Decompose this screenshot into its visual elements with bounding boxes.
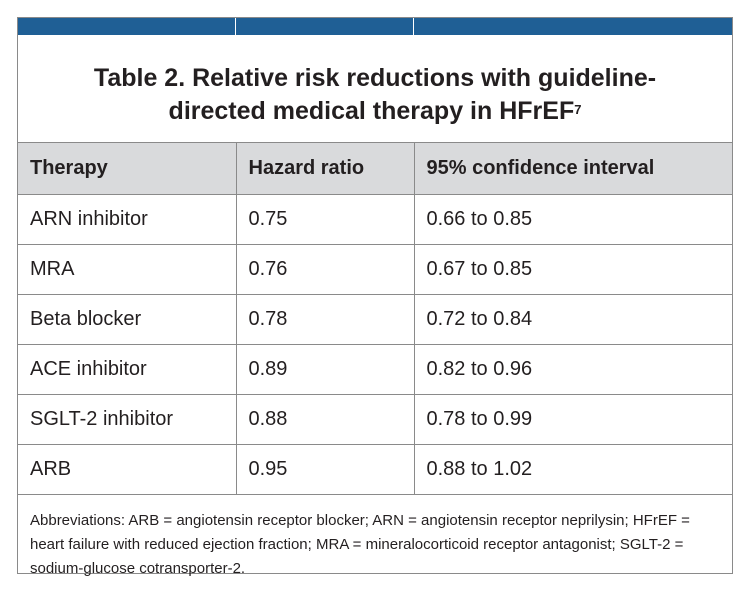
therapy-cell: Beta blocker: [18, 294, 237, 345]
hazard-ratio-cell: 0.76: [236, 244, 415, 295]
hazard-ratio-cell: 0.78: [236, 294, 415, 345]
confidence-interval-cell: 0.67 to 0.85: [414, 244, 732, 295]
accent-bar-segment: [18, 18, 236, 35]
column-header-hazard-ratio: Hazard ratio: [236, 143, 415, 195]
hazard-ratio-cell: 0.89: [236, 344, 415, 395]
therapy-cell: MRA: [18, 244, 237, 295]
table-row: Beta blocker 0.78 0.72 to 0.84: [18, 294, 732, 345]
accent-bar-segment: [236, 18, 414, 35]
therapy-cell: SGLT-2 inhibitor: [18, 394, 237, 445]
column-header-therapy: Therapy: [18, 143, 237, 195]
column-header-confidence-interval: 95% confidence interval: [414, 143, 732, 195]
table-row: SGLT-2 inhibitor 0.88 0.78 to 0.99: [18, 394, 732, 445]
table-row: ARB 0.95 0.88 to 1.02: [18, 444, 732, 495]
confidence-interval-cell: 0.66 to 0.85: [414, 194, 732, 245]
table-title: Table 2. Relative risk reductions with g…: [18, 35, 732, 143]
confidence-interval-cell: 0.82 to 0.96: [414, 344, 732, 395]
table-row: ARN inhibitor 0.75 0.66 to 0.85: [18, 194, 732, 245]
confidence-interval-cell: 0.88 to 1.02: [414, 444, 732, 495]
table-card: Table 2. Relative risk reductions with g…: [17, 17, 733, 577]
therapy-cell: ACE inhibitor: [18, 344, 237, 395]
data-table: Therapy Hazard ratio 95% confidence inte…: [18, 143, 732, 495]
hazard-ratio-cell: 0.88: [236, 394, 415, 445]
table-row: MRA 0.76 0.67 to 0.85: [18, 244, 732, 295]
confidence-interval-cell: 0.78 to 0.99: [414, 394, 732, 445]
abbreviations-footnote: Abbreviations: ARB = angiotensin recepto…: [30, 511, 690, 577]
table-title-text: Table 2. Relative risk reductions with g…: [93, 64, 657, 125]
accent-bar: [18, 18, 732, 35]
hazard-ratio-cell: 0.75: [236, 194, 415, 245]
therapy-cell: ARN inhibitor: [18, 194, 237, 245]
therapy-cell: ARB: [18, 444, 237, 495]
confidence-interval-cell: 0.72 to 0.84: [414, 294, 732, 345]
table-row: ACE inhibitor 0.89 0.82 to 0.96: [18, 344, 732, 395]
accent-bar-segment: [414, 18, 732, 35]
hazard-ratio-cell: 0.95: [236, 444, 415, 495]
reference-superscript: 7: [574, 102, 582, 117]
header-row: Therapy Hazard ratio 95% confidence inte…: [18, 143, 732, 195]
